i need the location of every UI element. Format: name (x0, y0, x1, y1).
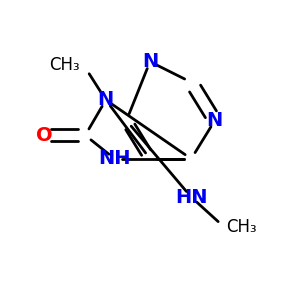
Text: CH₃: CH₃ (49, 56, 79, 74)
Text: HN: HN (175, 188, 208, 207)
Text: CH₃: CH₃ (226, 218, 257, 236)
Text: O: O (36, 126, 52, 145)
Text: NH: NH (98, 149, 131, 168)
Text: N: N (207, 111, 223, 130)
Text: N: N (142, 52, 158, 71)
Text: N: N (98, 90, 114, 110)
